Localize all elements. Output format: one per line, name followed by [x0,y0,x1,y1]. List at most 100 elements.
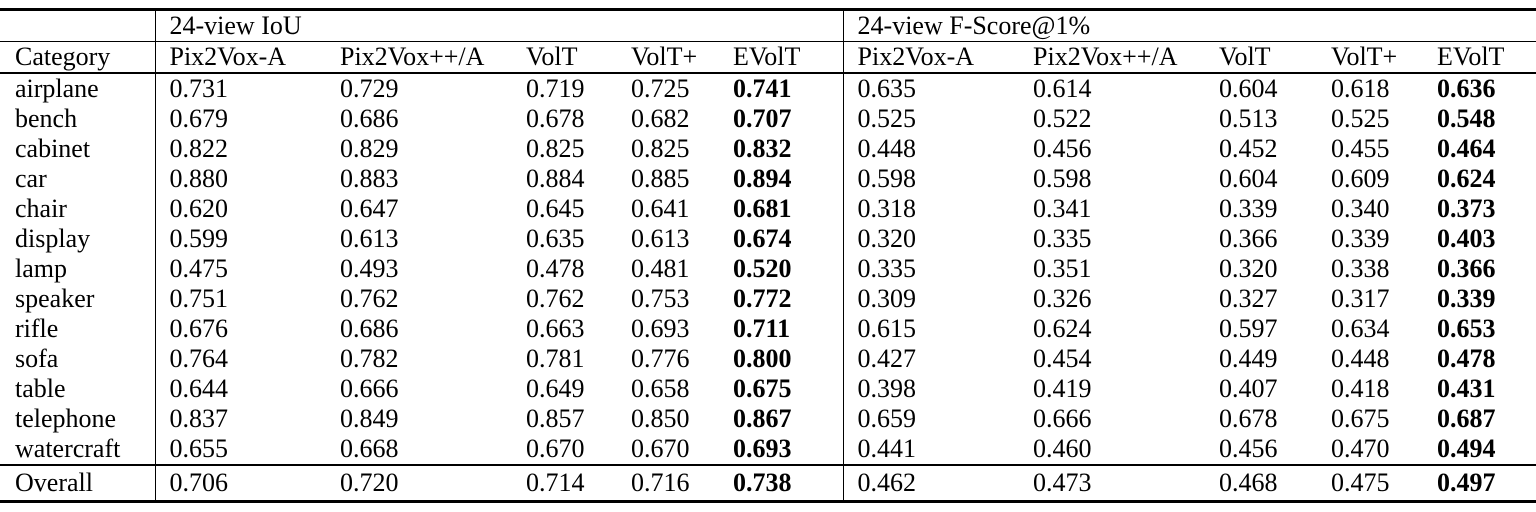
iou-value-cell: 0.481 [631,254,690,283]
iou-value-cell: 0.850 [631,404,690,433]
iou-value-cell: 0.782 [340,344,399,373]
fscore-value-cell: 0.614 [1033,74,1092,103]
iou-value-cell: 0.825 [526,134,585,163]
table-row: lamp 0.475 0.493 0.478 0.481 0.520 0.335 0.351 0… [0,254,1536,284]
fscore-value-cell: 0.675 [1331,404,1390,433]
fscore-value-cell: 0.618 [1331,74,1390,103]
fscore-value-cell: 0.687 [1437,404,1496,433]
iou-value-cell: 0.645 [526,194,585,223]
iou-value-cell: 0.776 [631,344,690,373]
fscore-value-cell: 0.341 [1033,194,1092,223]
category-cell: chair [0,194,156,224]
fscore-value-cell: 0.615 [857,314,917,343]
category-cell: car [0,164,156,194]
category-cell: airplane [0,73,156,104]
iou-value-cell: 0.751 [169,284,229,313]
fscore-value-cell: 0.548 [1437,104,1496,133]
iou-value-cell: 0.678 [526,104,585,133]
iou-value-cell: 0.493 [340,254,399,283]
iou-value-cell: 0.674 [719,224,844,254]
iou-value-cell: 0.762 [526,284,585,313]
iou-value-cell: 0.641 [631,194,690,223]
category-cell: bench [0,104,156,134]
fscore-value-cell: 0.452 [1219,134,1278,163]
fscore-value-cell: 0.468 [1205,464,1318,502]
fscore-value-cell: 0.624 [1437,164,1496,193]
iou-value-cell: 0.714 [512,464,617,502]
iou-value-cell: 0.729 [340,74,399,103]
fscore-value-cell: 0.448 [1331,344,1390,373]
fscore-value-cell: 0.431 [1437,374,1496,403]
table-body: airplane 0.731 0.729 0.719 0.725 0.741 0.635 0.… [0,73,1536,502]
fscore-col-header-volt-plus: VolT+ [1317,41,1424,74]
fscore-value-cell: 0.351 [1033,254,1092,283]
fscore-value-cell: 0.335 [857,254,917,283]
fscore-value-cell: 0.456 [1219,434,1278,463]
table-row: telephone 0.837 0.849 0.857 0.850 0.867 0.659 0… [0,404,1536,434]
fscore-value-cell: 0.494 [1437,434,1496,463]
fscore-value-cell: 0.340 [1331,194,1390,223]
iou-value-cell: 0.800 [719,344,844,374]
fscore-value-cell: 0.335 [1033,224,1092,253]
iou-col-header-pix2vox-a: Pix2Vox-A [155,41,326,74]
iou-value-cell: 0.666 [340,374,399,403]
iou-value-cell: 0.894 [719,164,844,194]
fscore-col-header-pix2voxpp-a: Pix2Vox++/A [1019,41,1206,74]
group-header-row: 24-view IoU 24-view F-Score@1% [0,9,1536,42]
table-row: table 0.644 0.666 0.649 0.658 0.675 0.398 0.419… [0,374,1536,404]
category-cell: watercraft [0,434,156,465]
fscore-value-cell: 0.427 [857,344,917,373]
iou-value-cell: 0.711 [719,314,844,344]
iou-value-cell: 0.686 [340,314,399,343]
category-cell: sofa [0,344,156,374]
fscore-value-cell: 0.604 [1219,164,1278,193]
iou-value-cell: 0.738 [719,464,844,502]
group-header-iou: 24-view IoU [155,9,844,42]
category-cell: telephone [0,404,156,434]
category-cell: display [0,224,156,254]
table-row: chair 0.620 0.647 0.645 0.641 0.681 0.318 0.341… [0,194,1536,224]
fscore-value-cell: 0.462 [843,464,1020,502]
iou-col-header-volt: VolT [512,41,617,74]
category-column-header: Category [0,41,156,74]
iou-value-cell: 0.725 [631,74,690,103]
iou-value-cell: 0.693 [719,434,844,465]
iou-value-cell: 0.613 [631,224,690,253]
fscore-value-cell: 0.659 [857,404,917,433]
category-cell: table [0,374,156,404]
fscore-value-cell: 0.653 [1437,314,1496,343]
iou-value-cell: 0.880 [169,164,229,193]
fscore-value-cell: 0.449 [1219,344,1278,373]
fscore-value-cell: 0.604 [1219,74,1278,103]
results-table: 24-view IoU 24-view F-Score@1% Category … [0,8,1536,503]
fscore-value-cell: 0.522 [1033,104,1092,133]
iou-value-cell: 0.857 [526,404,585,433]
iou-value-cell: 0.686 [340,104,399,133]
iou-value-cell: 0.658 [631,374,690,403]
fscore-value-cell: 0.478 [1437,344,1496,373]
fscore-value-cell: 0.513 [1219,104,1278,133]
table-row: sofa 0.764 0.782 0.781 0.776 0.800 0.427 0.454 0… [0,344,1536,374]
iou-value-cell: 0.620 [169,194,229,223]
fscore-value-cell: 0.326 [1033,284,1092,313]
iou-value-cell: 0.825 [631,134,690,163]
table-row: watercraft 0.655 0.668 0.670 0.670 0.693 0.441… [0,434,1536,465]
fscore-value-cell: 0.464 [1437,134,1496,163]
category-cell: rifle [0,314,156,344]
iou-value-cell: 0.884 [526,164,585,193]
fscore-value-cell: 0.403 [1437,224,1496,253]
iou-value-cell: 0.478 [526,254,585,283]
fscore-value-cell: 0.309 [857,284,917,313]
iou-value-cell: 0.675 [719,374,844,404]
iou-value-cell: 0.883 [340,164,399,193]
iou-value-cell: 0.716 [617,464,719,502]
iou-value-cell: 0.613 [340,224,399,253]
iou-value-cell: 0.731 [169,74,229,103]
fscore-col-header-volt: VolT [1205,41,1318,74]
fscore-value-cell: 0.373 [1437,194,1496,223]
iou-value-cell: 0.849 [340,404,399,433]
fscore-value-cell: 0.318 [857,194,917,223]
fscore-value-cell: 0.366 [1219,224,1278,253]
iou-value-cell: 0.676 [169,314,229,343]
